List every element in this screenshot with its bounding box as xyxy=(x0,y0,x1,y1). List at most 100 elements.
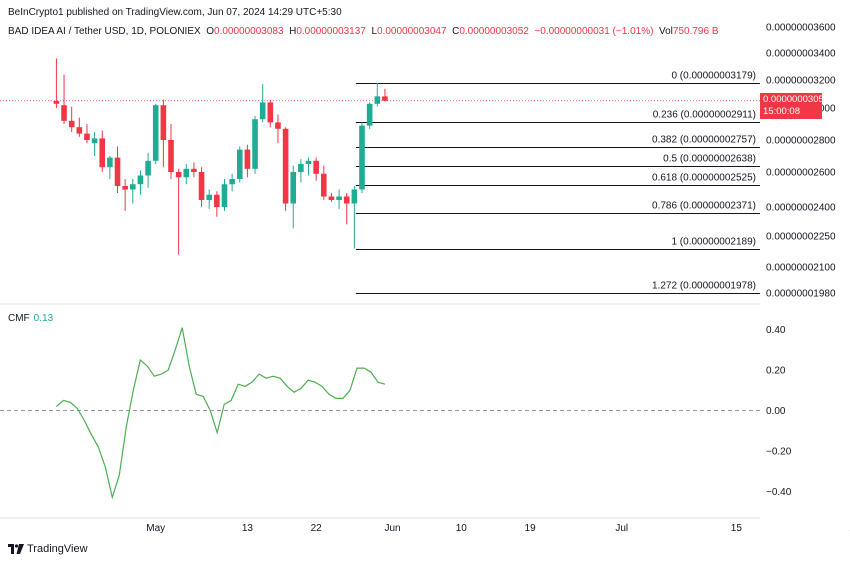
price-tick-label: 0.00000001980 xyxy=(766,289,836,300)
candle xyxy=(61,74,67,124)
candle xyxy=(336,189,342,209)
candle xyxy=(221,179,228,211)
cmf-label: CMF xyxy=(8,313,30,324)
tradingview-icon xyxy=(8,544,24,554)
time-axis[interactable]: May1322Jun1019Jul15Aug xyxy=(146,523,850,534)
price-tick-label: 0.00000002100 xyxy=(766,263,836,274)
candle-body xyxy=(91,138,98,144)
candle xyxy=(122,179,128,211)
candle-body xyxy=(267,102,274,123)
time-tick-label: 15 xyxy=(731,523,743,534)
candle xyxy=(84,124,90,144)
candle xyxy=(229,173,235,192)
fib-level-label: 1.272 (0.00000001978) xyxy=(652,281,756,292)
candle xyxy=(313,157,319,181)
candle-body xyxy=(168,140,174,172)
time-tick-label: Jun xyxy=(384,523,400,534)
fib-level-label: 0.618 (0.00000002525) xyxy=(652,173,756,184)
candle xyxy=(107,156,113,179)
candle xyxy=(244,144,251,178)
candle-body xyxy=(221,184,228,207)
open-value: 0.00000003083 xyxy=(214,26,284,37)
candle xyxy=(137,170,144,195)
cmf-tick-label: −0.20 xyxy=(766,446,792,457)
candle-body xyxy=(114,157,121,186)
candle xyxy=(275,114,281,144)
candle xyxy=(359,122,365,193)
candle xyxy=(282,127,289,211)
candle xyxy=(168,124,174,179)
price-tick-label: 0.00000003600 xyxy=(766,23,836,34)
candle xyxy=(328,193,335,202)
candle-body xyxy=(107,157,113,168)
cmf-line xyxy=(56,327,386,500)
time-tick-label: 10 xyxy=(456,523,468,534)
candle xyxy=(130,179,136,204)
time-tick-label: 13 xyxy=(242,523,254,534)
low-value: 0.00000003047 xyxy=(377,26,447,37)
candle-body xyxy=(282,128,289,204)
candle xyxy=(175,168,182,255)
published-caption: BeInCrypto1 published on TradingView.com… xyxy=(8,7,342,18)
cmf-tick-label: −0.40 xyxy=(766,487,792,498)
candle-body xyxy=(229,179,235,185)
candle xyxy=(374,82,381,107)
candle xyxy=(68,106,75,132)
price-tick-label: 0.00000002400 xyxy=(766,203,836,214)
candle-body xyxy=(313,160,319,174)
grid xyxy=(0,303,760,519)
candle xyxy=(236,146,243,183)
candle-body xyxy=(137,175,144,185)
candle xyxy=(305,157,312,176)
candle xyxy=(298,159,304,183)
candle-body xyxy=(61,105,67,121)
candle-body xyxy=(359,125,365,190)
candle-body xyxy=(206,194,212,200)
fib-level-label: 0.5 (0.00000002638) xyxy=(663,154,756,165)
candle-body xyxy=(145,160,151,176)
close-value: 0.00000003052 xyxy=(459,26,529,37)
candle-body xyxy=(84,133,90,140)
candle-body xyxy=(76,127,83,134)
candle xyxy=(267,99,274,128)
candle xyxy=(198,167,205,207)
price-axis[interactable]: 0.00000003600 0.00000003400 0.00000003200 0… xyxy=(766,23,836,300)
candle xyxy=(259,84,266,123)
candle xyxy=(351,186,358,249)
candle xyxy=(321,165,327,200)
symbol-name[interactable]: BAD IDEA AI / Tether USD, 1D, POLONIEX xyxy=(8,26,201,37)
fib-level-label: 1 (0.00000002189) xyxy=(671,237,756,248)
price-tick-label: 0.00000002250 xyxy=(766,232,836,243)
fib-level-label: 0.786 (0.00000002371) xyxy=(652,201,756,212)
volume-value: 750.796 B xyxy=(672,26,719,37)
fib-level-label: 0.236 (0.00000002911) xyxy=(653,110,756,121)
candle xyxy=(183,164,190,185)
candle-body xyxy=(275,122,281,129)
high-label: H xyxy=(289,26,297,37)
price-tick-label: 0.00000003200 xyxy=(766,76,836,87)
cmf-axis[interactable]: 0.40 0.20 0.00 −0.20 −0.40 xyxy=(766,325,792,498)
candle-body xyxy=(152,105,159,161)
high-value: 0.00000003137 xyxy=(296,26,366,37)
candle xyxy=(53,58,60,108)
candle-body xyxy=(99,138,106,168)
volume-label: Vol xyxy=(658,26,673,37)
candle-body xyxy=(328,196,335,200)
last-price-tag: 0.00000003052 15:00:08 xyxy=(760,93,829,119)
price-tick-label: 0.00000002800 xyxy=(766,136,836,147)
candle-body xyxy=(366,103,373,126)
candle-body xyxy=(305,160,312,164)
candle xyxy=(91,132,98,156)
candle-body xyxy=(382,96,388,101)
candle-body xyxy=(244,149,251,169)
cmf-legend[interactable]: CMF 0.13 xyxy=(8,313,53,324)
candle xyxy=(99,130,106,172)
fib-level-label: 0.382 (0.00000002757) xyxy=(652,135,756,146)
candle-body xyxy=(252,119,258,169)
time-tick-label: 22 xyxy=(311,523,323,534)
cmf-indicator xyxy=(0,327,760,500)
cmf-tick-label: 0.40 xyxy=(766,325,786,336)
fib-retracement[interactable]: 0 (0.00000003179) 0.236 (0.00000002911) 0.… xyxy=(0,71,760,294)
price-tick-label: 0.00000002600 xyxy=(766,168,836,179)
